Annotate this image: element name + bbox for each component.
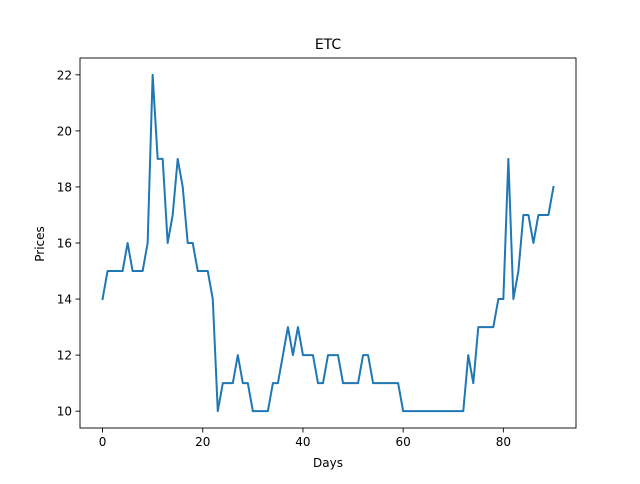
chart-title: ETC [315, 37, 342, 53]
y-tick-label: 16 [57, 237, 72, 251]
y-tick-label: 12 [57, 349, 72, 363]
y-tick-label: 20 [57, 124, 72, 138]
series-line-0 [101, 73, 555, 413]
y-tick-label: 10 [57, 405, 72, 419]
x-axis-label: Days [313, 456, 343, 470]
x-tick-label: 0 [99, 435, 107, 449]
y-tick-label: 22 [57, 68, 72, 82]
x-tick-label: 60 [396, 435, 411, 449]
y-axis-label: Prices [33, 226, 47, 262]
x-tick-label: 80 [496, 435, 511, 449]
plot-area: 0 20 40 60 80 10 12 14 16 18 20 22 [57, 57, 577, 449]
x-tick-label: 20 [195, 435, 210, 449]
axes-frame [79, 57, 577, 429]
y-tick-label: 18 [57, 180, 72, 194]
x-tick-label: 40 [295, 435, 310, 449]
y-tick-label: 14 [57, 293, 72, 307]
